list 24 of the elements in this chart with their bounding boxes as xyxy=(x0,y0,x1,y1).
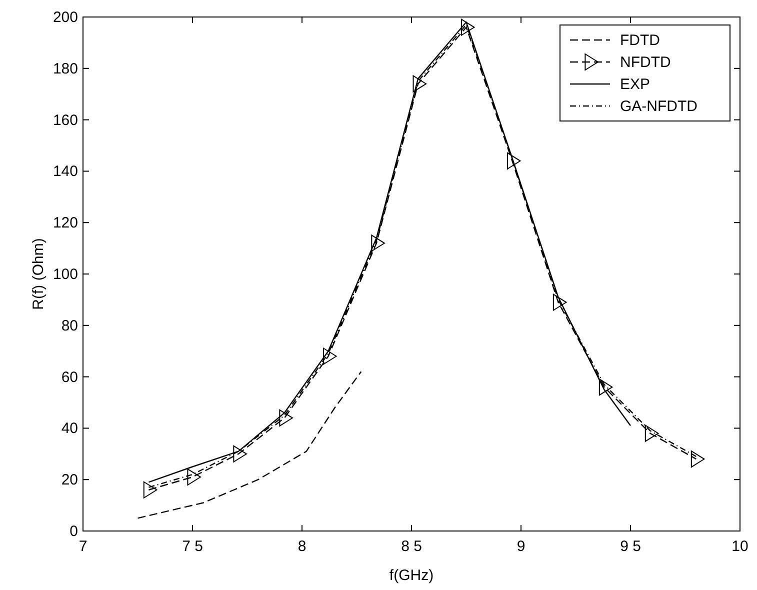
y-tick-label: 200 xyxy=(52,9,78,26)
y-tick-label: 100 xyxy=(52,266,78,283)
x-tick-label: 10 xyxy=(732,538,748,555)
x-tick-label: 7 5 xyxy=(182,538,203,555)
y-tick-label: 120 xyxy=(52,214,78,232)
y-tick-label: 40 xyxy=(61,420,78,438)
legend-label: EXP xyxy=(620,76,650,93)
legend-label: GA-NFDTD xyxy=(620,98,698,115)
y-axis-title: R(f) (Ohm) xyxy=(30,238,47,310)
x-tick-label: 7 xyxy=(78,538,88,555)
x-tick-label: 8 5 xyxy=(401,538,422,555)
legend-label: NFDTD xyxy=(620,54,671,71)
x-tick-label: 8 xyxy=(298,538,306,555)
x-axis-title: f(GHz) xyxy=(389,567,434,584)
y-tick-label: 0 xyxy=(70,523,78,540)
y-tick-label: 20 xyxy=(61,472,78,489)
y-tick-label: 160 xyxy=(52,112,78,129)
y-tick-label: 80 xyxy=(61,317,78,334)
y-tick-label: 180 xyxy=(52,60,78,78)
x-tick-label: 9 xyxy=(516,538,526,555)
x-tick-label: 9 5 xyxy=(620,538,641,555)
y-tick-label: 140 xyxy=(52,163,78,180)
y-tick-label: 60 xyxy=(61,368,78,386)
legend-label: FDTD xyxy=(620,32,660,49)
